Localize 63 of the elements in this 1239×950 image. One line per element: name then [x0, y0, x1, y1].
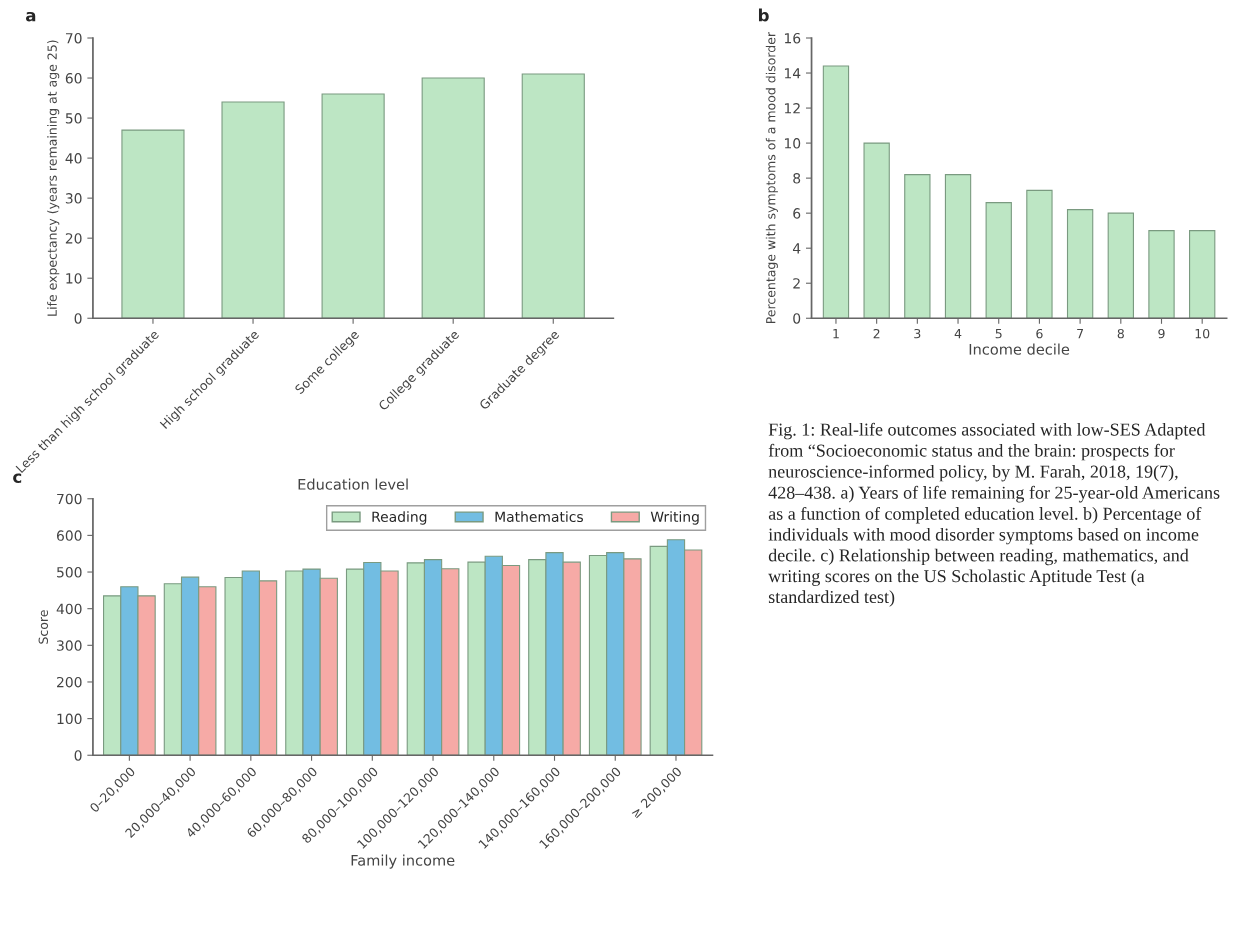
bar	[822, 65, 850, 319]
bar	[521, 73, 585, 319]
y-axis-title: Life expectancy (years remaining at age 25)	[47, 40, 60, 316]
x-tick-label: 10	[1195, 328, 1210, 339]
x-tick-label: 3	[914, 328, 921, 339]
y-tick-label: 4	[792, 243, 801, 254]
y-tick-label: 2	[793, 278, 800, 289]
bar	[121, 129, 185, 319]
chart-title: c	[13, 473, 22, 483]
y-tick-label: 50	[65, 113, 82, 124]
text: Fig. 1: Real-life outcomes associated with low-SES Adapted from “Socioeconomic status and the brain: prospects for neuroscience-informed policy, by M. Farah, 2018, 19(7), 428–438. a) Years of life remaining for 25-year-old Americans as a function of completed education level. b) Percentage of individuals with mood disorder symptoms based on income decile. c) Relationship between reading, mathematics, and writing scores on the US Scholastic Aptitude Test (a standardized test)	[768, 422, 1220, 607]
x-tick-label: 6	[1036, 328, 1043, 339]
y-tick-label: 20	[65, 233, 82, 244]
y-tick-label: 12	[784, 103, 800, 114]
bar	[1107, 212, 1134, 319]
bar	[985, 202, 1012, 319]
y-tick-label: 14	[784, 68, 801, 79]
x-tick-label: 5	[995, 329, 1002, 339]
bar	[944, 174, 972, 319]
bar	[1148, 230, 1175, 319]
y-tick-label: 400	[56, 603, 82, 615]
x-tick-label: 1	[833, 329, 839, 339]
x-axis-title: Income decile	[969, 343, 1070, 355]
chart-title: b	[758, 8, 769, 22]
bar	[221, 101, 285, 319]
legend-label: Mathematics	[495, 511, 583, 522]
x-tick-label: 9	[1158, 328, 1165, 339]
y-tick-label: 40	[65, 153, 82, 164]
bar	[863, 142, 890, 319]
y-tick-label: 60	[65, 73, 82, 84]
y-tick-label: 300	[57, 640, 82, 651]
x-axis-title: Education level	[298, 478, 408, 490]
y-tick-label: 0	[74, 313, 82, 324]
bar	[1189, 230, 1216, 319]
y-tick-label: 0	[793, 313, 801, 324]
y-tick-label: 16	[784, 32, 801, 44]
y-tick-label: 0	[74, 750, 82, 761]
y-tick-label: 500	[57, 567, 82, 578]
x-tick-label: 7	[1077, 329, 1084, 339]
y-tick-label: 10	[784, 138, 801, 149]
y-tick-label: 10	[66, 273, 82, 284]
y-tick-label: 30	[65, 193, 82, 204]
y-tick-label: 700	[57, 493, 82, 505]
y-axis-title: Score	[38, 610, 49, 644]
x-tick-label: 2	[873, 328, 880, 339]
legend-label: Writing	[650, 511, 699, 525]
y-tick-label: 200	[57, 676, 82, 688]
bar	[321, 93, 385, 319]
x-tick-label: 8	[1117, 328, 1124, 339]
bar	[421, 77, 485, 319]
y-tick-label: 600	[56, 530, 82, 541]
y-tick-label: 8	[793, 173, 801, 184]
y-axis-title: Percentage with symptoms of a mood disorder	[765, 31, 778, 324]
bar	[1026, 189, 1053, 319]
chart-title: a	[25, 11, 36, 22]
y-tick-label: 100	[57, 713, 82, 725]
x-axis-title: Family income	[351, 854, 455, 869]
y-tick-label: 6	[793, 208, 801, 219]
bar	[904, 174, 931, 319]
bar	[1066, 209, 1094, 319]
y-tick-label: 70	[65, 32, 82, 44]
legend-label: Reading	[372, 511, 427, 525]
x-tick-label: 4	[954, 329, 962, 339]
